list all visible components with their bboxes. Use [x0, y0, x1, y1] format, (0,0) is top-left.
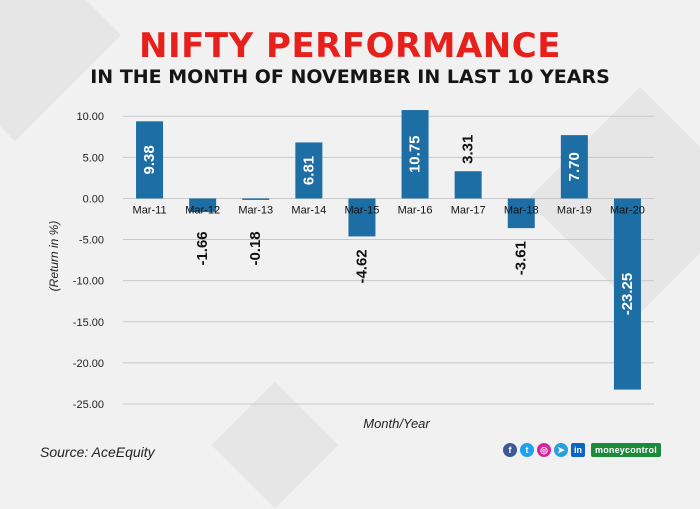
data-label: 6.81 [300, 156, 317, 185]
x-tick-label: Mar-15 [345, 204, 380, 216]
linkedin-icon[interactable]: in [571, 443, 585, 457]
y-tick-label: -20.00 [73, 358, 104, 370]
y-tick-label: 5.00 [83, 152, 104, 164]
x-tick-label: Mar-20 [610, 204, 645, 216]
x-tick-label: Mar-16 [398, 204, 433, 216]
data-label: -23.25 [619, 273, 636, 316]
x-tick-label: Mar-19 [557, 204, 592, 216]
bar [348, 198, 376, 237]
x-tick-label: Mar-14 [291, 204, 326, 216]
x-tick-label: Mar-11 [133, 204, 167, 216]
x-axis-label: Month/Year [363, 416, 430, 431]
bar [560, 135, 588, 199]
bar [613, 198, 641, 390]
bar [242, 198, 270, 200]
data-label: 9.38 [141, 145, 158, 174]
bar [507, 198, 535, 229]
telegram-icon[interactable]: ➤ [554, 443, 568, 457]
moneycontrol-logo: moneycontrol [591, 443, 661, 457]
data-label: 10.75 [407, 135, 424, 173]
bar-chart: 10.00 5.00 0.00 -5.00 -10.00 -15.00 -20.00 -25.… [47, 110, 654, 431]
y-tick-label: -25.00 [73, 399, 104, 411]
data-label: 7.70 [566, 152, 583, 181]
bar [401, 110, 429, 199]
y-tick-label: -5.00 [79, 235, 104, 247]
y-tick-label: -10.00 [73, 276, 104, 288]
x-tick-label: Mar-18 [504, 204, 539, 216]
y-axis-label: (Return in %) [47, 221, 61, 292]
source-note: Source: AceEquity [40, 444, 155, 460]
bar [295, 142, 323, 199]
data-label: -1.66 [194, 231, 211, 265]
footer-branding: f t ◎ ➤ in moneycontrol [503, 443, 661, 457]
x-tick-label: Mar-13 [238, 204, 273, 216]
x-tick-label: Mar-12 [185, 204, 220, 216]
bar [189, 198, 217, 213]
y-tick-label: 10.00 [76, 111, 104, 123]
x-tick-label: Mar-17 [451, 204, 486, 216]
data-label: 3.31 [460, 135, 477, 164]
facebook-icon[interactable]: f [503, 443, 517, 457]
y-tick-label: 0.00 [83, 193, 104, 205]
bar [136, 121, 164, 199]
bar [454, 171, 482, 199]
data-label: -3.61 [513, 241, 530, 275]
chart-subtitle: IN THE MONTH OF NOVEMBER IN LAST 10 YEAR… [90, 66, 610, 88]
twitter-icon[interactable]: t [520, 443, 534, 457]
data-label: -0.18 [247, 231, 264, 265]
chart-title: NIFTY PERFORMANCE [139, 26, 561, 66]
instagram-icon[interactable]: ◎ [537, 443, 551, 457]
y-tick-label: -15.00 [73, 317, 104, 329]
data-label: -4.62 [353, 249, 370, 283]
